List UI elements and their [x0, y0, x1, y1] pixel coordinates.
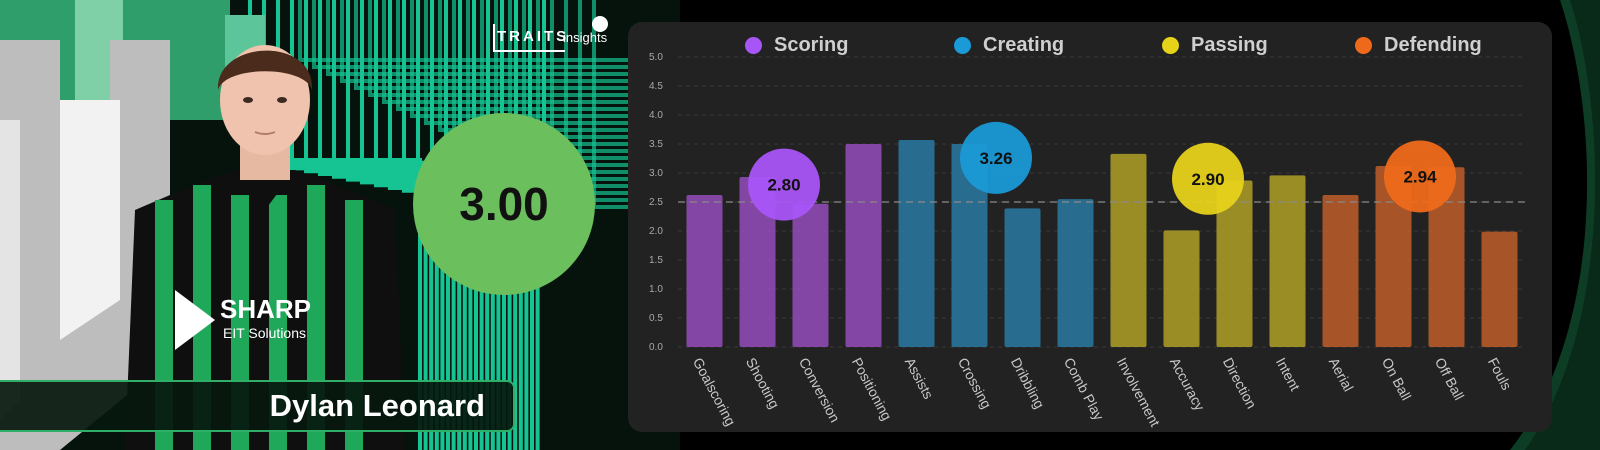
legend-label: Defending [1384, 33, 1482, 56]
bar [1216, 180, 1253, 347]
bar [1110, 153, 1147, 347]
bar [792, 203, 829, 347]
legend-item-creating: Creating [954, 32, 1064, 58]
bar [1163, 230, 1200, 347]
background-pattern [0, 0, 680, 450]
overall-rating-value: 3.00 [459, 178, 549, 230]
x-tick-label: Assists [902, 355, 937, 402]
legend-swatch [745, 36, 762, 54]
overall-rating: 3.00 [413, 113, 595, 295]
legend-label: Creating [983, 33, 1065, 56]
legend-item-defending: Defending [1355, 32, 1482, 58]
x-tick-label: Fouls [1485, 355, 1515, 393]
group-average-label: 2.80 [767, 176, 800, 195]
group-average-label: 3.26 [979, 149, 1012, 168]
kit-sponsor-sub: EIT Solutions [223, 325, 306, 341]
y-tick-label: 3.5 [649, 139, 663, 150]
group-average-label: 2.94 [1403, 167, 1437, 186]
x-tick-label: Comb Play [1061, 355, 1107, 423]
logo-bracket-left [493, 24, 495, 50]
legend-item-scoring: Scoring [745, 32, 848, 58]
y-tick-label: 2.5 [649, 197, 663, 208]
x-tick-label: Direction [1220, 355, 1260, 411]
bar [1375, 166, 1412, 347]
group-average-bubble [748, 148, 820, 221]
brand-name: TRAITS [497, 28, 570, 45]
chart-panel: Scoring Creating Passing Defending 0.0 0.… [628, 22, 1552, 432]
y-tick-label: 0.0 [649, 342, 663, 353]
player-card: SHARP EIT Solutions 3.00 Dylan Leonard T… [0, 0, 680, 450]
player-name: Dylan Leonard [269, 388, 485, 423]
x-tick-label: Dribbling [1008, 355, 1048, 411]
x-tick-label: Involvement [1114, 355, 1164, 429]
bar [1428, 167, 1465, 347]
bar [686, 195, 723, 347]
group-average-bubble [960, 121, 1032, 194]
bar [739, 177, 776, 347]
decorative-swoosh [1510, 0, 1600, 450]
legend-swatch [1162, 36, 1179, 54]
x-tick-label: Conversion [796, 355, 843, 425]
legend-swatch [954, 36, 971, 54]
x-tick-label: Intent [1273, 355, 1304, 394]
chart-legend: Scoring Creating Passing Defending [628, 32, 1552, 58]
bar [898, 139, 935, 347]
brand-suffix: insights [563, 30, 608, 45]
bar [845, 144, 882, 347]
y-tick-label: 2.0 [649, 226, 663, 237]
legend-label: Scoring [774, 33, 849, 56]
legend-swatch [1355, 36, 1372, 54]
y-tick-label: 4.0 [649, 110, 663, 121]
group-average-label: 2.90 [1191, 170, 1224, 189]
y-tick-label: 1.0 [649, 284, 663, 295]
x-tick-label: Off Ball [1432, 355, 1468, 403]
y-tick-label: 0.5 [649, 313, 663, 324]
brand-logo: TRAITS insights [493, 16, 623, 56]
player-name-plate: Dylan Leonard [0, 380, 515, 432]
bar [1269, 175, 1306, 347]
bar [951, 144, 988, 347]
y-tick-label: 3.0 [649, 168, 663, 179]
bar [1057, 199, 1094, 347]
legend-item-passing: Passing [1162, 32, 1268, 58]
group-average-bubble [1384, 140, 1456, 213]
kit-sponsor: SHARP [220, 294, 311, 324]
logo-dot-icon [592, 16, 608, 32]
bar [1481, 231, 1518, 347]
x-tick-label: Accuracy [1167, 355, 1208, 413]
y-tick-label: 5.0 [649, 52, 663, 63]
x-tick-label: Crossing [955, 355, 995, 411]
x-tick-label: Shooting [743, 355, 783, 411]
y-tick-label: 4.5 [649, 81, 663, 92]
x-tick-label: Positioning [849, 355, 895, 423]
bar-chart: 0.0 0.5 1.0 1.5 2.0 2.5 3.0 3.5 4.0 4.5 5.0 Goalsco… [649, 52, 1526, 429]
legend-label: Passing [1191, 33, 1268, 56]
bar [1004, 208, 1041, 347]
logo-bracket-bottom [493, 50, 565, 52]
y-tick-label: 1.5 [649, 255, 663, 266]
bar [1322, 195, 1359, 347]
x-tick-label: On Ball [1379, 355, 1415, 403]
x-tick-label: Goalscoring [690, 355, 739, 428]
group-average-bubble [1172, 142, 1244, 215]
x-tick-label: Aerial [1326, 355, 1357, 394]
